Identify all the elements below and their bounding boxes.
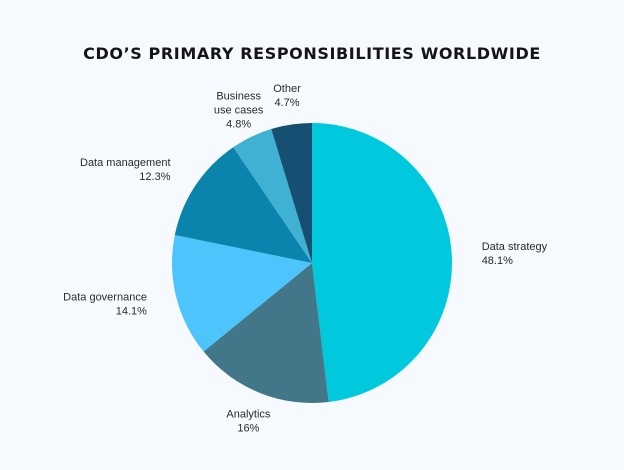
slice-value-label: 4.7%: [274, 97, 299, 109]
pie-slice-data-governance: [172, 235, 312, 352]
pie-slice-other: [271, 123, 312, 263]
slice-value-label: 14.1%: [116, 306, 147, 318]
slice-value-label: 12.3%: [139, 171, 170, 183]
slice-value-label: 16%: [237, 423, 259, 435]
pie-slice-data-management: [174, 147, 312, 263]
slice-name-label: use cases: [214, 105, 264, 117]
chart-title: CDO’S PRIMARY RESPONSIBILITIES WORLDWIDE: [83, 44, 541, 63]
slice-name-label: Data governance: [63, 292, 147, 304]
slice-name-label: Analytics: [226, 409, 271, 421]
slice-value-label: 4.8%: [226, 119, 251, 131]
slice-label-data-management: Data management 12.3%: [80, 157, 171, 183]
slice-label-business-use-cases: Business use cases 4.8%: [214, 91, 264, 131]
pie-slice-analytics: [203, 263, 329, 403]
slice-name-label: Other: [273, 83, 301, 95]
slice-label-data-strategy: Data strategy 48.1%: [482, 241, 548, 267]
pie-slice-data-strategy: [312, 123, 452, 403]
slice-label-analytics: Analytics 16%: [226, 409, 271, 435]
slice-name-label: Data strategy: [482, 241, 548, 253]
slice-name-label: Business: [216, 91, 261, 103]
pie-slice-business-use-cases: [233, 129, 312, 263]
slice-value-label: 48.1%: [482, 255, 513, 267]
slice-label-data-governance: Data governance 14.1%: [63, 292, 147, 318]
slice-label-other: Other 4.7%: [273, 83, 301, 109]
slice-name-label: Data management: [80, 157, 171, 169]
